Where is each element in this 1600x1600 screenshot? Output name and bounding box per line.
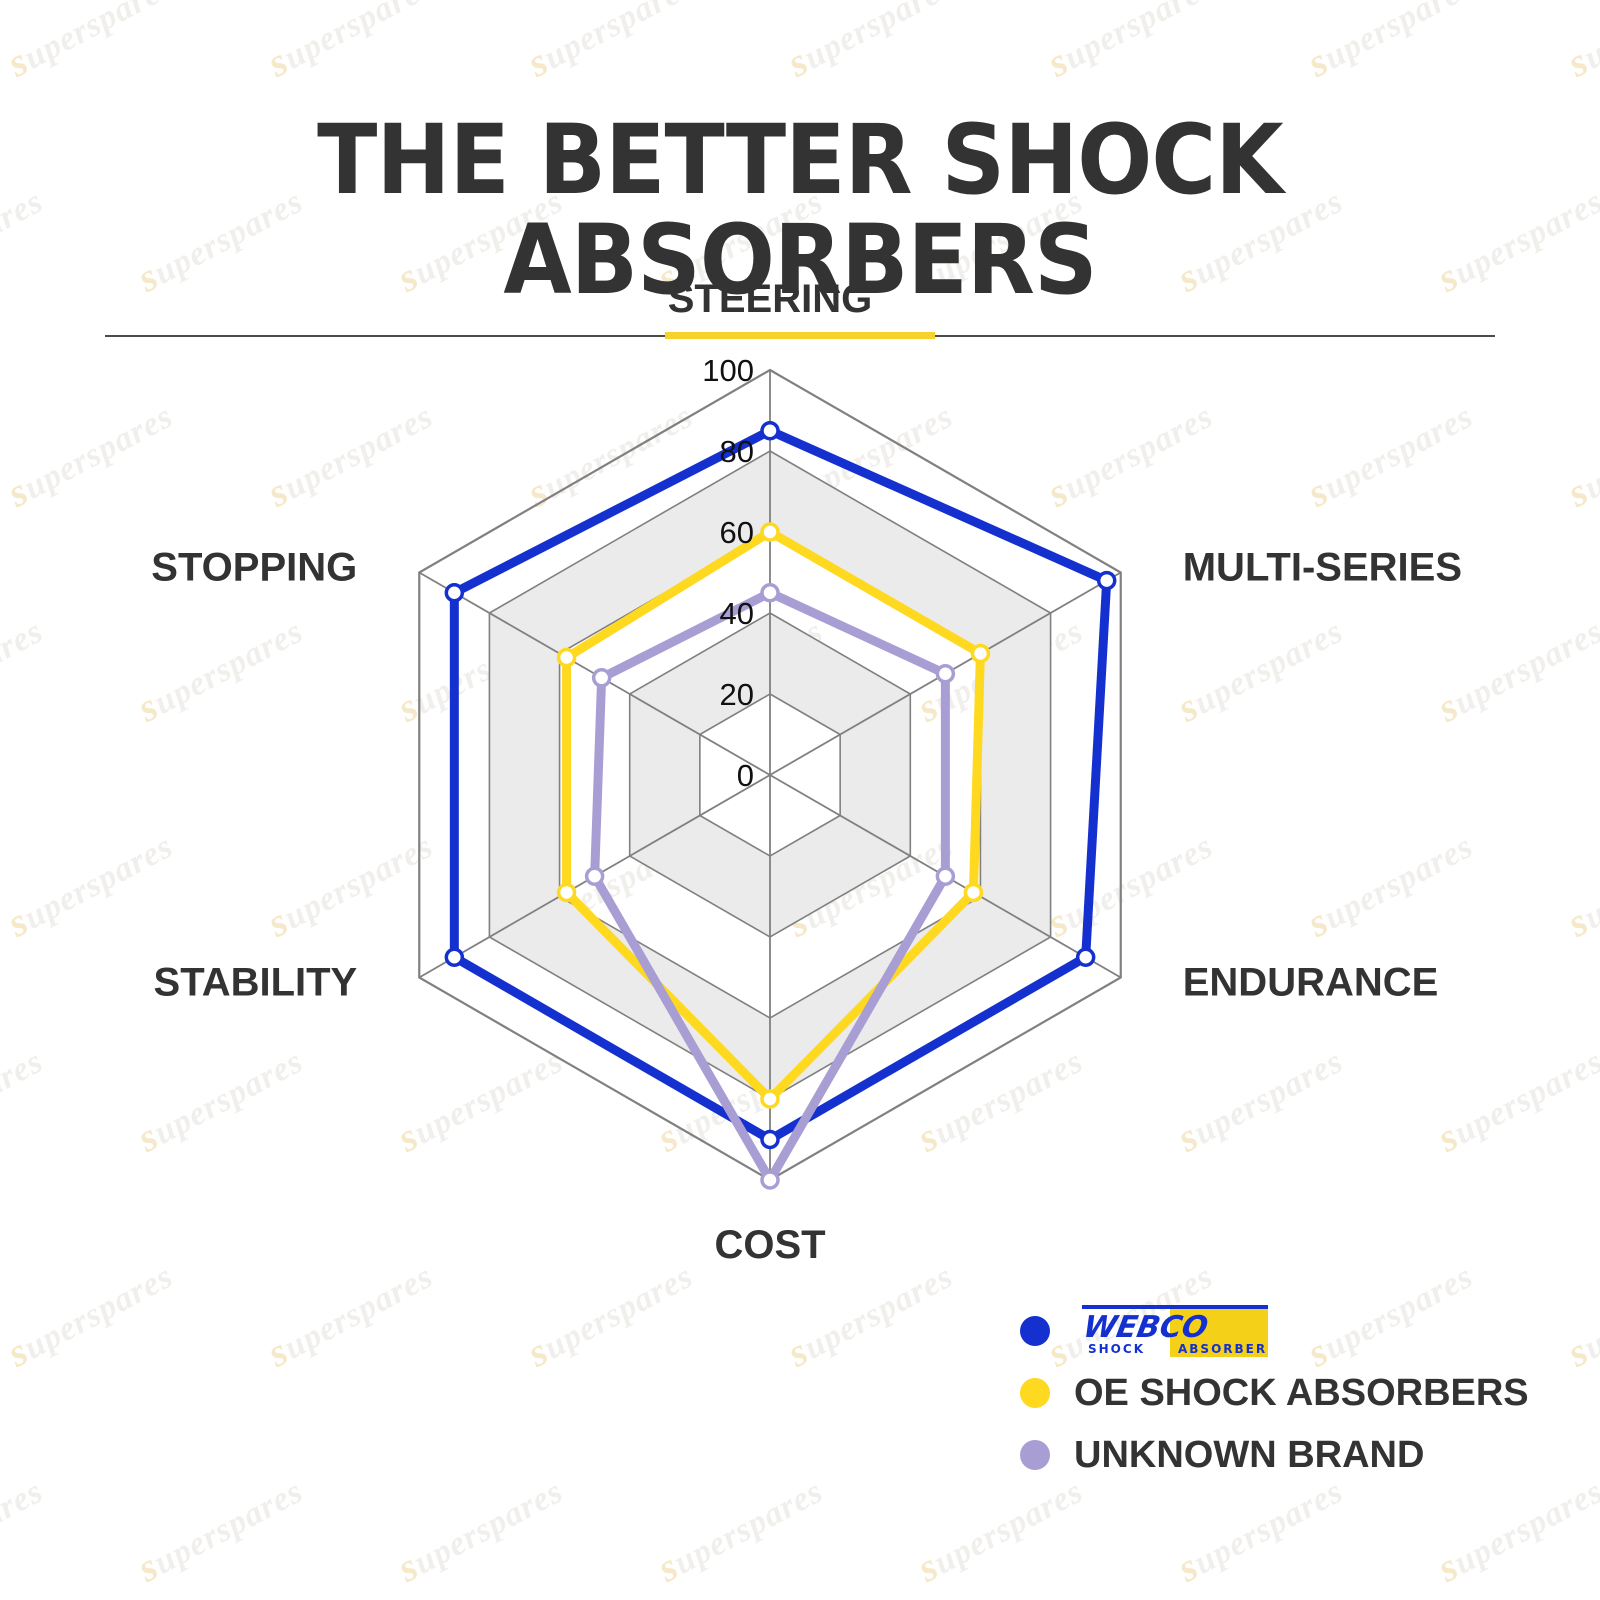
radar-axis-label-endurance: ENDURANCE — [1183, 961, 1439, 1005]
radar-point-oe-shock-absorbers-multi-series[interactable] — [970, 643, 991, 664]
radar-band-0 — [629, 613, 911, 937]
radar-point-oe-shock-absorbers-cost[interactable] — [760, 1089, 780, 1109]
radar-tick-labels: 0 20 40 60 80 100 — [702, 353, 754, 793]
radar-ring-40 — [628, 612, 912, 938]
radar-point-oe-shock-absorbers-steering[interactable] — [760, 522, 780, 542]
radar-axis-labels: STEERING MULTI-SERIES ENDURANCE COST STABILI… — [151, 277, 1462, 1267]
radar-point-webco-multi-series[interactable] — [1096, 570, 1117, 591]
radar-point-unknown-brand-endurance[interactable] — [935, 866, 956, 886]
radar-point-webco-steering[interactable] — [760, 421, 780, 441]
legend: WEBCO SHOCK ABSORBER OE SHOCK ABSORBERS … — [1020, 1300, 1540, 1486]
radar-tick-40: 40 — [720, 596, 754, 631]
radar-point-webco-stability[interactable] — [444, 947, 465, 967]
legend-swatch-unknown — [1020, 1440, 1050, 1470]
radar-point-webco-cost[interactable] — [760, 1129, 780, 1150]
radar-tick-60: 60 — [720, 515, 754, 550]
page-title: THE BETTER SHOCK ABSORBERS — [317, 104, 1284, 316]
radar-axis-label-steering: STEERING — [668, 277, 872, 321]
radar-axis-label-stability: STABILITY — [154, 961, 358, 1005]
radar-tick-0: 0 — [737, 758, 754, 793]
radar-axis-label-stopping: STOPPING — [151, 546, 357, 590]
radar-point-unknown-brand-cost[interactable] — [760, 1170, 780, 1190]
watermark-text: superspares — [0, 1472, 50, 1582]
radar-point-webco-endurance[interactable] — [1075, 947, 1096, 967]
webco-logo-sub-shock: SHOCK — [1088, 1342, 1145, 1356]
radar-tick-80: 80 — [720, 434, 754, 469]
radar-series-layer — [444, 421, 1117, 1190]
watermark-text: superspares — [649, 1472, 830, 1591]
legend-item-webco[interactable]: WEBCO SHOCK ABSORBER — [1020, 1300, 1540, 1362]
radar-point-unknown-brand-steering[interactable] — [760, 583, 780, 603]
legend-swatch-oe — [1020, 1378, 1050, 1408]
radar-ring-20 — [699, 693, 841, 857]
webco-logo-wordmark: WEBCO — [1081, 1310, 1211, 1345]
radar-tick-100: 100 — [702, 353, 754, 388]
webco-logo-sub-absorber: ABSORBER — [1178, 1342, 1267, 1356]
radar-point-unknown-brand-stability[interactable] — [584, 866, 605, 886]
radar-point-unknown-brand-stopping[interactable] — [591, 668, 612, 688]
radar-point-webco-stopping[interactable] — [444, 583, 465, 603]
legend-item-oe[interactable]: OE SHOCK ABSORBERS — [1020, 1362, 1540, 1424]
watermark-text: superspares — [389, 1472, 570, 1591]
radar-chart-svg: 0 20 40 60 80 100 STEERING MULTI-SERIES ENDURAN… — [151, 277, 1462, 1267]
legend-label-oe: OE SHOCK ABSORBERS — [1074, 1371, 1529, 1414]
title-rule-wrap — [105, 332, 1495, 339]
radar-point-oe-shock-absorbers-stopping[interactable] — [556, 647, 577, 668]
title-accent-bar — [665, 332, 935, 339]
radar-axis-label-multi-series: MULTI-SERIES — [1183, 546, 1462, 590]
legend-swatch-webco — [1020, 1316, 1050, 1346]
radar-tick-20: 20 — [720, 677, 754, 712]
legend-label-unknown: UNKNOWN BRAND — [1074, 1433, 1425, 1476]
radar-point-oe-shock-absorbers-endurance[interactable] — [963, 882, 984, 903]
radar-point-unknown-brand-multi-series[interactable] — [935, 664, 956, 684]
webco-logo-yellow-block — [1170, 1305, 1268, 1357]
radar-chart: 0 20 40 60 80 100 STEERING MULTI-SERIES ENDURAN… — [0, 250, 1600, 1370]
radar-point-oe-shock-absorbers-stability[interactable] — [556, 882, 577, 903]
watermark-text: superspares — [129, 1472, 310, 1591]
header: THE BETTER SHOCK ABSORBERS — [0, 0, 1600, 339]
radar-axis-label-cost: COST — [714, 1223, 825, 1267]
legend-item-unknown[interactable]: UNKNOWN BRAND — [1020, 1424, 1540, 1486]
webco-logo: WEBCO SHOCK ABSORBER — [1074, 1303, 1270, 1359]
